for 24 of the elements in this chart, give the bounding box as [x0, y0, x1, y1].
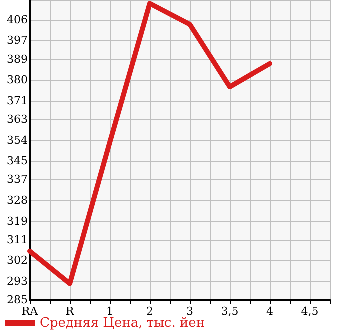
x-tick-label: RA [22, 305, 40, 318]
y-tick-label: 389 [7, 52, 28, 66]
x-tick-label: 4,5 [301, 305, 319, 318]
y-tick-label: 319 [7, 214, 28, 228]
y-tick-label: 302 [7, 254, 28, 268]
y-tick-label: 371 [7, 94, 28, 108]
y-tick-label: 406 [7, 13, 28, 26]
y-tick-label: 337 [7, 173, 28, 186]
x-tick-label: R [66, 305, 75, 318]
x-tick-label: 3,5 [221, 305, 239, 318]
y-tick-label: 293 [7, 274, 28, 288]
y-tick-label: 285 [7, 294, 28, 306]
y-tick-label: 354 [7, 134, 28, 147]
y-tick-label: 345 [7, 154, 28, 168]
y-tick-label: 328 [7, 194, 28, 207]
y-tick-label: 380 [7, 74, 28, 87]
y-tick-label: 311 [7, 233, 28, 246]
legend-label: Средняя Цена, тыс. йен [40, 316, 205, 331]
y-tick-label: 397 [7, 34, 28, 48]
x-tick-label: 3 [186, 305, 194, 318]
x-tick-label: 2 [146, 305, 154, 318]
x-tick-label: 1 [106, 305, 114, 318]
y-tick-label: 363 [7, 112, 28, 126]
x-tick-label: 4 [266, 305, 274, 318]
